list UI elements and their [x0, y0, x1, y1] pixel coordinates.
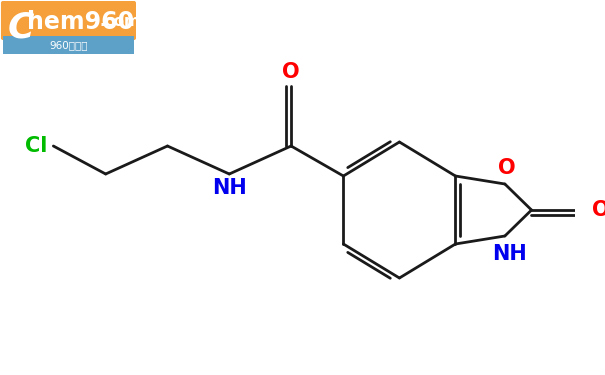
Text: C: C: [8, 10, 34, 44]
Text: O: O: [283, 62, 300, 82]
Text: 960化工网: 960化工网: [49, 40, 88, 50]
FancyBboxPatch shape: [1, 1, 136, 40]
Text: NH: NH: [492, 244, 527, 264]
Text: O: O: [592, 200, 605, 220]
Text: .com: .com: [100, 15, 141, 30]
Text: Cl: Cl: [25, 136, 47, 156]
Bar: [3, 36, 134, 54]
Text: hem960: hem960: [27, 10, 134, 34]
Text: O: O: [498, 158, 515, 178]
Text: NH: NH: [212, 178, 247, 198]
